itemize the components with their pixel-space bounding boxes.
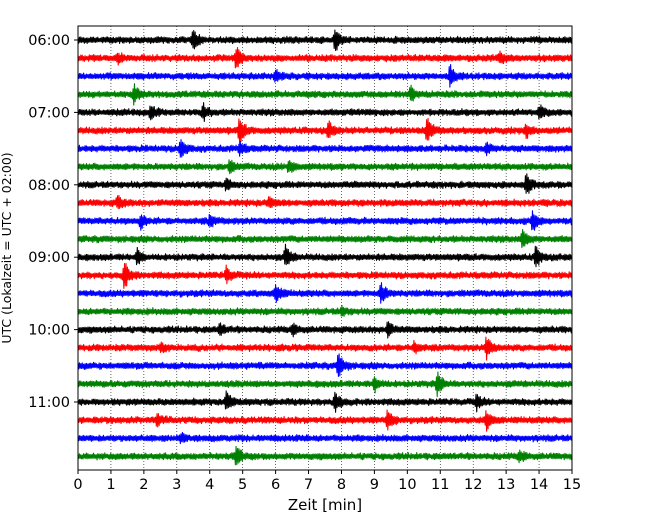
x-tick-label-3: 3 — [172, 477, 181, 493]
trace-0700 — [77, 102, 573, 122]
trace-0845 — [77, 229, 573, 249]
y-axis-label: UTC (Lokalzeit = UTC + 02:00) — [0, 152, 14, 343]
trace-1130 — [77, 431, 573, 445]
y-tick-label-0700: 07:00 — [28, 105, 70, 121]
y-tick-label-0800: 08:00 — [28, 178, 70, 194]
y-tick-label-0600: 06:00 — [28, 33, 70, 49]
trace-0945 — [77, 304, 573, 317]
y-tick-label-1100: 11:00 — [28, 395, 70, 411]
x-tick-label-4: 4 — [205, 477, 214, 493]
trace-0930 — [77, 282, 573, 304]
x-tick-label-11: 11 — [431, 477, 449, 493]
x-axis-ticks: 0 1 2 3 4 5 6 7 8 9 10 11 12 13 14 15 — [73, 470, 581, 493]
trace-0900 — [77, 243, 573, 268]
trace-0645 — [77, 83, 573, 106]
y-tick-label-1000: 10:00 — [28, 323, 70, 339]
x-axis-label: Zeit [min] — [288, 496, 362, 514]
trace-0830 — [77, 210, 573, 231]
x-tick-label-14: 14 — [530, 477, 548, 493]
trace-1030 — [77, 353, 573, 377]
trace-0730 — [77, 139, 573, 158]
x-tick-label-8: 8 — [337, 477, 346, 493]
x-tick-label-10: 10 — [398, 477, 416, 493]
trace-1045 — [77, 371, 573, 398]
trace-1000 — [77, 321, 573, 339]
x-tick-label-15: 15 — [563, 477, 581, 493]
trace-1115 — [77, 409, 573, 432]
trace-1015 — [77, 336, 573, 361]
trace-0630 — [77, 63, 573, 88]
x-tick-label-6: 6 — [271, 477, 280, 493]
x-tick-label-1: 1 — [106, 477, 115, 493]
trace-0745 — [77, 159, 573, 175]
trace-0615 — [77, 46, 573, 69]
x-grid-lines — [110, 26, 540, 470]
trace-0915 — [77, 262, 573, 289]
x-tick-label-7: 7 — [304, 477, 313, 493]
x-tick-label-0: 0 — [73, 477, 82, 493]
x-tick-label-12: 12 — [464, 477, 482, 493]
x-tick-label-5: 5 — [238, 477, 247, 493]
trace-0600 — [77, 29, 573, 51]
plot-frame — [77, 25, 573, 471]
x-tick-label-13: 13 — [497, 477, 515, 493]
seismogram-traces — [77, 29, 573, 466]
x-tick-label-2: 2 — [139, 477, 148, 493]
trace-0715 — [77, 117, 573, 145]
trace-0800 — [77, 173, 573, 194]
trace-1145 — [77, 445, 573, 466]
trace-0815 — [77, 194, 573, 210]
trace-1100 — [77, 390, 573, 413]
x-tick-label-9: 9 — [370, 477, 379, 493]
y-tick-label-0900: 09:00 — [28, 250, 70, 266]
y-axis-ticks: 06:00 07:00 08:00 09:00 10:00 11:00 — [28, 33, 78, 411]
